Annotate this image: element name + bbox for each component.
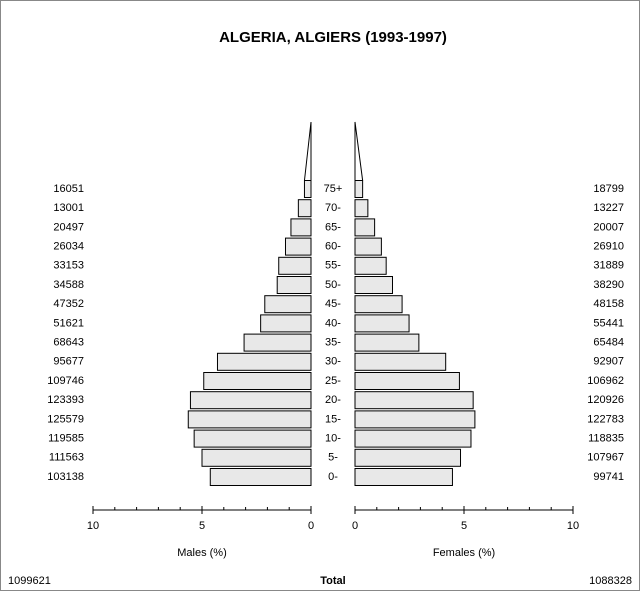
female-count: 55441: [593, 317, 624, 329]
male-count: 95677: [53, 356, 84, 368]
age-label: 45-: [325, 298, 341, 310]
female-bar: [354, 448, 462, 467]
female-count: 26910: [593, 241, 624, 253]
age-label: 0-: [328, 471, 338, 483]
male-bar: [193, 429, 312, 448]
male-count: 103138: [47, 471, 84, 483]
age-label: 10-: [325, 433, 341, 445]
male-bar: [297, 199, 312, 218]
male-count: 125579: [47, 413, 84, 425]
age-label: 70-: [325, 202, 341, 214]
female-count: 107967: [587, 452, 624, 464]
male-tick-label: 0: [308, 520, 314, 532]
age-label: 35-: [325, 337, 341, 349]
male-count: 16051: [53, 183, 84, 195]
age-label: 60-: [325, 241, 341, 253]
female-total: 1088328: [589, 575, 632, 587]
male-total: 1099621: [8, 575, 51, 587]
female-count: 92907: [593, 356, 624, 368]
male-count: 26034: [53, 241, 84, 253]
male-count: 68643: [53, 337, 84, 349]
age-label: 25-: [325, 375, 341, 387]
male-count: 47352: [53, 298, 84, 310]
female-bar: [354, 468, 453, 486]
female-tick-label: 10: [567, 520, 579, 532]
male-count: 119585: [48, 433, 84, 445]
male-bar: [243, 333, 312, 352]
female-count: 18799: [593, 183, 624, 195]
age-label: 5-: [328, 452, 338, 464]
female-count: 13227: [593, 202, 624, 214]
female-count: 122783: [587, 413, 624, 425]
female-tick-label: 0: [352, 520, 358, 532]
age-label: 20-: [325, 394, 341, 406]
total-label: Total: [320, 575, 345, 587]
chart-title: ALGERIA, ALGIERS (1993-1997): [219, 29, 447, 46]
male-count: 123393: [47, 394, 84, 406]
female-bar: [354, 333, 420, 352]
male-count: 51621: [53, 317, 84, 329]
male-bar: [264, 295, 312, 314]
female-bar: [354, 276, 393, 294]
age-label: 65-: [325, 221, 341, 233]
male-count: 34588: [53, 279, 84, 291]
female-bar: [354, 352, 447, 371]
female-open-top: [354, 121, 364, 181]
female-bar: [354, 410, 476, 429]
age-label: 50-: [325, 279, 341, 291]
female-count: 65484: [593, 337, 624, 349]
female-bar: [354, 218, 376, 237]
female-bar: [354, 199, 369, 218]
female-count: 106962: [587, 375, 624, 387]
male-bar: [290, 218, 312, 237]
male-bar: [201, 448, 312, 467]
male-count: 109746: [47, 375, 84, 387]
male-count: 20497: [53, 221, 84, 233]
male-bar: [187, 410, 312, 429]
male-count: 13001: [53, 202, 84, 214]
male-bar: [284, 237, 312, 256]
male-bar: [216, 352, 312, 371]
male-tick-label: 5: [199, 520, 205, 532]
female-count: 48158: [593, 298, 624, 310]
female-count: 20007: [593, 221, 624, 233]
age-label: 40-: [325, 317, 341, 329]
female-bar: [354, 314, 410, 333]
female-bar: [354, 237, 382, 256]
female-count: 118835: [588, 433, 624, 445]
female-bar: [354, 372, 460, 390]
age-label: 30-: [325, 356, 341, 368]
male-bar: [278, 256, 312, 275]
male-bar: [260, 314, 312, 333]
female-bar: [354, 429, 472, 448]
male-bar: [209, 468, 312, 486]
male-tick-label: 10: [87, 520, 99, 532]
female-axis-label: Females (%): [433, 547, 495, 559]
female-bar: [354, 295, 403, 314]
female-count: 31889: [593, 260, 624, 272]
female-tick-label: 5: [461, 520, 467, 532]
male-axis-label: Males (%): [177, 547, 227, 559]
female-count: 120926: [587, 394, 624, 406]
male-count: 33153: [53, 260, 84, 272]
age-label: 75+: [324, 183, 343, 195]
female-bar: [354, 180, 364, 198]
male-bar: [276, 276, 312, 294]
male-open-top: [303, 121, 312, 181]
female-count: 38290: [593, 279, 624, 291]
male-count: 111563: [49, 452, 84, 464]
age-label: 15-: [325, 413, 341, 425]
male-bar: [303, 180, 312, 198]
male-bar: [203, 372, 312, 390]
age-label: 55-: [325, 260, 341, 272]
female-bar: [354, 256, 387, 275]
male-bar: [189, 391, 312, 410]
female-bar: [354, 391, 474, 410]
female-count: 99741: [593, 471, 624, 483]
